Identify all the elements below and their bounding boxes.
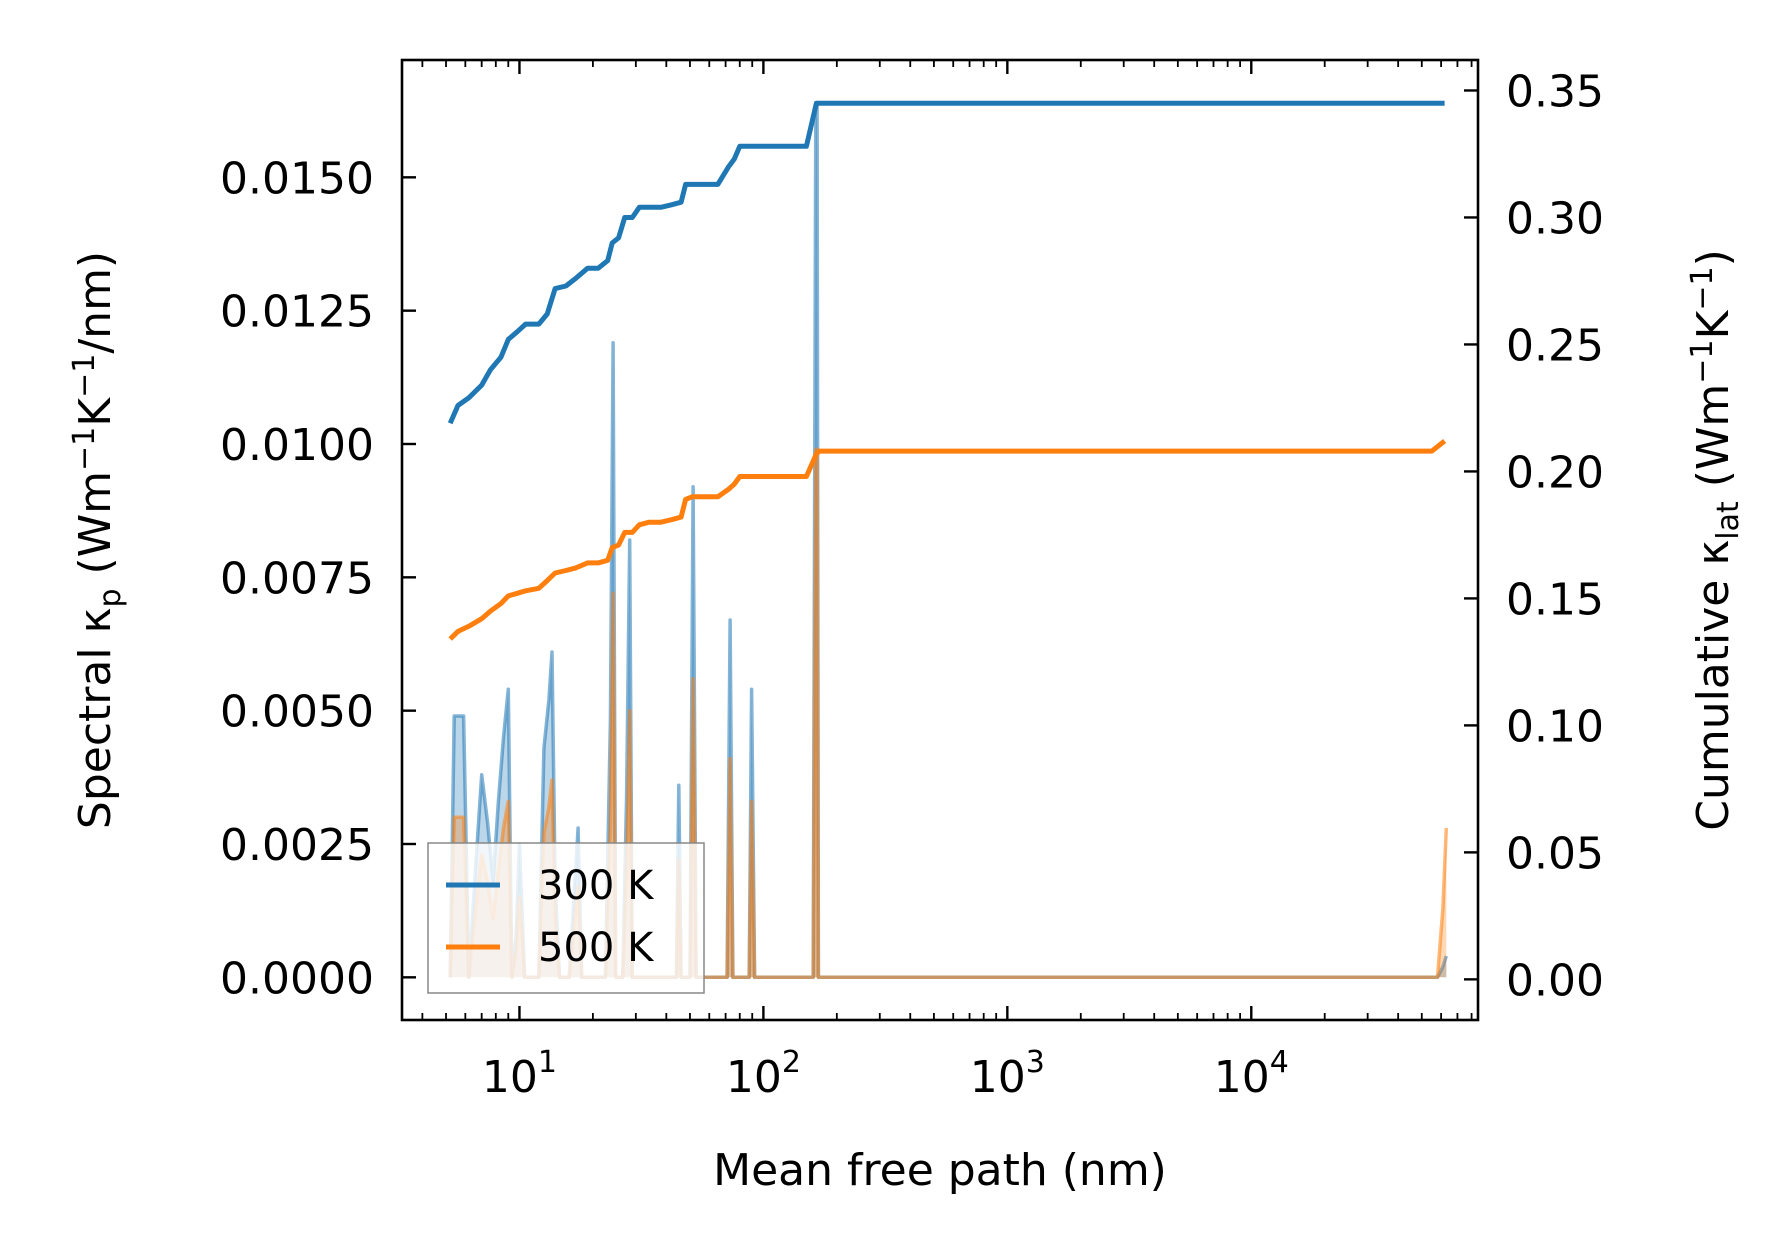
x-tick-label: 104 xyxy=(1214,1045,1289,1103)
x-tick-label: 103 xyxy=(970,1045,1045,1103)
legend-label-500k: 500 K xyxy=(538,925,655,971)
y-right-tick-label: 0.25 xyxy=(1506,320,1604,371)
y-right-tick-label: 0.30 xyxy=(1506,193,1604,244)
cumulative-line-300k xyxy=(447,100,1445,425)
y-left-tick-label: 0.0025 xyxy=(220,820,374,871)
y-right-tick-label: 0.20 xyxy=(1506,447,1604,498)
y-right-tick-label: 0.05 xyxy=(1506,828,1604,879)
y-left-tick-label: 0.0100 xyxy=(220,420,374,471)
y-left-tick-label: 0.0125 xyxy=(220,287,374,338)
y-left-tick-label: 0.0150 xyxy=(220,153,374,204)
y-axis-label-left: Spectral κp (Wm−1K−1/nm) xyxy=(67,251,128,829)
cumulative-line-500k xyxy=(448,439,1447,641)
x-tick-label: 102 xyxy=(726,1045,801,1103)
y-left-tick-label: 0.0050 xyxy=(220,687,374,738)
x-axis-label: Mean free path (nm) xyxy=(713,1145,1167,1196)
y-axis-label-right: Cumulative κlat (Wm−1K−1) xyxy=(1685,249,1746,831)
y-right-tick-label: 0.15 xyxy=(1506,574,1604,625)
y-right-tick-label: 0.35 xyxy=(1506,66,1604,117)
x-tick-label: 101 xyxy=(482,1045,557,1103)
tick-labels: 101 102 103 104 0.0000 0.0025 0.0050 0.0075 0.01… xyxy=(220,66,1604,1103)
axis-ticks xyxy=(402,60,1478,1020)
legend: 300 K 500 K xyxy=(427,842,705,994)
legend-label-300k: 300 K xyxy=(538,863,655,909)
y-right-tick-label: 0.00 xyxy=(1506,955,1604,1006)
y-left-tick-label: 0.0075 xyxy=(220,553,374,604)
y-right-tick-label: 0.10 xyxy=(1506,701,1604,752)
y-left-tick-label: 0.0000 xyxy=(220,953,374,1004)
plot-frame xyxy=(400,58,1480,1022)
legend-box xyxy=(427,842,705,994)
series-lines xyxy=(447,100,1447,641)
